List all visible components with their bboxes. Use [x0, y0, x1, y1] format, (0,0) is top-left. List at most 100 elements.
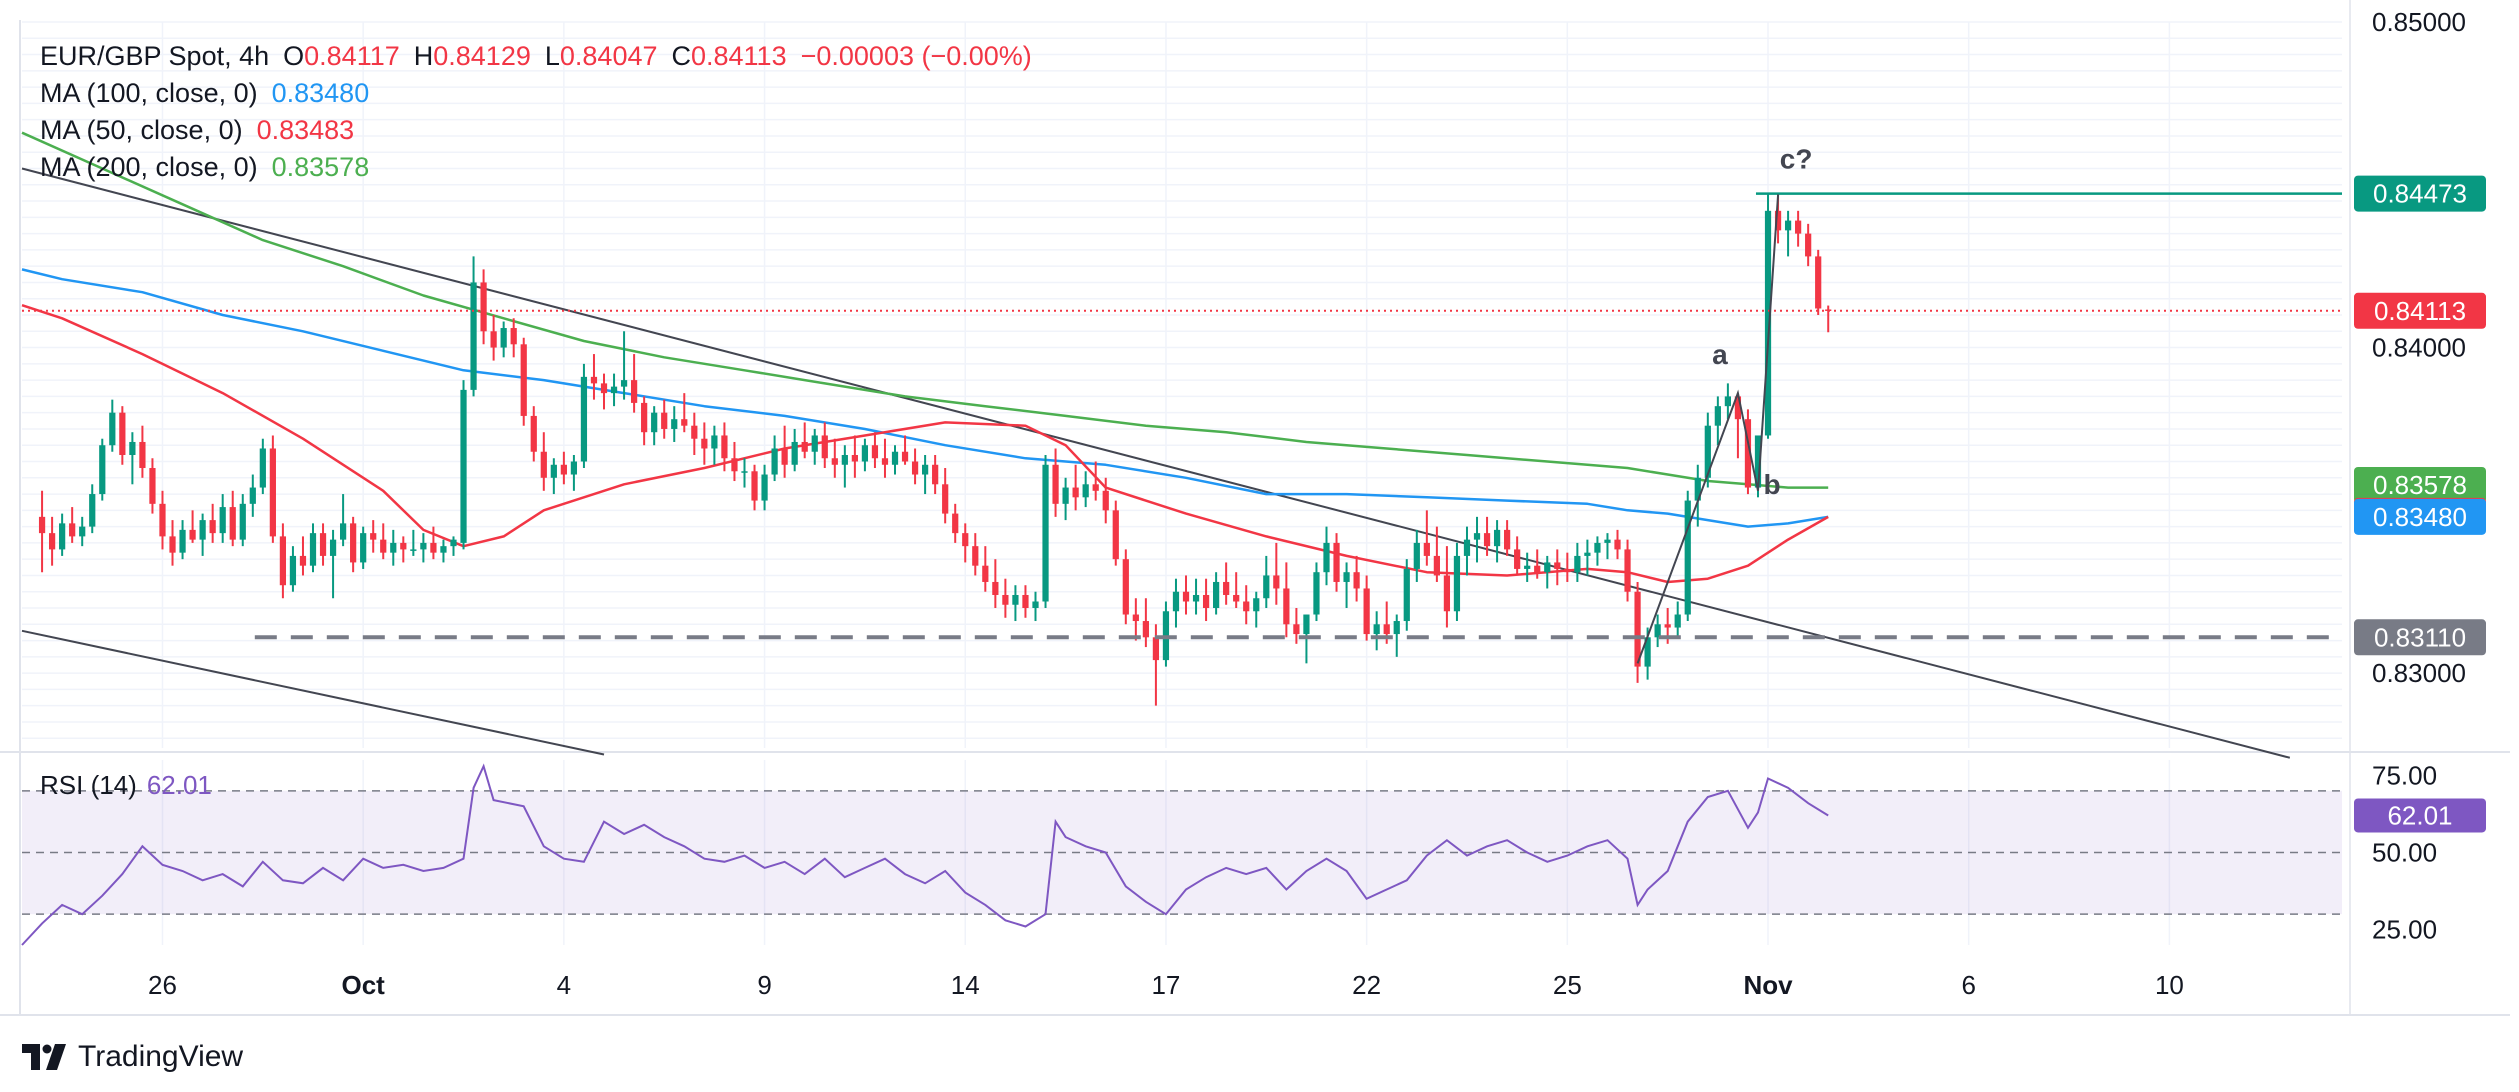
candle-body — [691, 425, 698, 439]
candle-body — [801, 441, 808, 452]
high-value: 0.84129 — [433, 41, 531, 71]
candle — [1453, 542, 1461, 622]
candle-body — [1182, 591, 1190, 602]
candle — [861, 438, 869, 472]
candle-body — [450, 539, 457, 547]
rsi-tick-label: 25.00 — [2372, 915, 2437, 945]
candle — [480, 269, 487, 345]
candle-body — [209, 520, 216, 534]
candle-body — [751, 471, 758, 501]
candle-body — [1102, 490, 1109, 511]
candle — [1805, 223, 1812, 267]
candle-body — [771, 448, 778, 475]
candle-body — [1303, 614, 1310, 635]
candle-body — [1172, 591, 1180, 612]
candle-body — [711, 435, 718, 449]
price-badge — [2354, 175, 2486, 212]
candle-body — [1433, 555, 1440, 576]
candle-body — [129, 441, 136, 455]
candle-body — [781, 448, 788, 465]
ma100-label: MA (100, close, 0) — [40, 78, 258, 108]
candle — [1504, 520, 1511, 556]
candle-body — [620, 380, 628, 387]
candle-body — [329, 539, 337, 556]
candle-body — [1493, 529, 1501, 547]
candle-body — [1714, 406, 1721, 426]
symbol-title[interactable]: EUR/GBP Spot, 4h — [40, 41, 270, 71]
x-tick-label: 17 — [1151, 970, 1180, 1000]
candle — [1192, 578, 1200, 615]
candle — [1032, 591, 1039, 622]
rsi-current-badge — [2354, 798, 2486, 833]
grid-layer — [0, 0, 2510, 1016]
ma50-row[interactable]: MA (50, close, 0) 0.83483 — [40, 112, 1046, 149]
candle-body — [1634, 591, 1641, 667]
candle — [942, 468, 949, 524]
candle — [1082, 471, 1089, 508]
candle — [1132, 598, 1139, 641]
candle-body — [1443, 575, 1451, 612]
low-label: L — [544, 41, 560, 71]
candle — [1243, 585, 1250, 625]
candle-body — [530, 415, 537, 452]
candle-body — [1584, 552, 1591, 556]
candle — [1574, 542, 1581, 582]
candle — [1393, 614, 1400, 657]
candle-body — [1514, 549, 1521, 569]
candle — [1604, 533, 1611, 560]
candle-body — [761, 474, 768, 501]
change-value: −0.00003 (−0.00%) — [800, 41, 1032, 71]
candle — [1202, 578, 1210, 622]
ma100-row[interactable]: MA (100, close, 0) 0.83480 — [40, 75, 1046, 112]
candle — [932, 454, 939, 495]
candle — [440, 539, 447, 563]
candle-body — [1343, 572, 1350, 582]
candle — [1674, 601, 1681, 638]
candle-body — [99, 445, 106, 495]
x-tick-label: 4 — [557, 970, 571, 1000]
candle — [1554, 549, 1561, 586]
candle-body — [48, 533, 56, 550]
candle — [179, 520, 186, 560]
candle — [681, 393, 688, 433]
candle — [922, 454, 929, 495]
candle — [1012, 585, 1019, 622]
candle-body — [1373, 624, 1380, 635]
candle-body — [159, 503, 166, 537]
candle-body — [440, 546, 447, 553]
wave-label: b — [1763, 469, 1780, 500]
ma200-row[interactable]: MA (200, close, 0) 0.83578 — [40, 149, 1046, 186]
candle — [761, 464, 768, 511]
candle-body — [1293, 624, 1300, 635]
candle-body — [1764, 210, 1772, 436]
candle-body — [470, 282, 477, 390]
candle — [159, 490, 166, 550]
candle — [1363, 575, 1370, 641]
candle — [1263, 555, 1270, 609]
candle-body — [360, 533, 367, 563]
close-label: C — [671, 41, 692, 71]
candle-body — [1002, 594, 1009, 605]
candle — [701, 422, 708, 465]
candle — [891, 445, 899, 475]
candle — [1564, 552, 1571, 582]
price-tick-label: 0.84000 — [2372, 333, 2466, 363]
candle-body — [1383, 624, 1390, 635]
candle — [259, 438, 266, 495]
close-value: 0.84113 — [691, 41, 787, 71]
candle — [1172, 578, 1180, 628]
candle — [1213, 572, 1220, 615]
rsi-legend[interactable]: RSI (14) 62.01 — [40, 770, 212, 801]
low-value: 0.84047 — [559, 41, 658, 71]
candle — [460, 380, 467, 550]
candle-body — [339, 523, 347, 540]
price-badge-text: 0.84113 — [2374, 296, 2466, 326]
candle-body — [1052, 464, 1059, 504]
tradingview-logo[interactable]: TradingView — [22, 1040, 243, 1074]
open-value: 0.84117 — [304, 41, 400, 71]
candle — [69, 507, 76, 543]
candle — [671, 406, 678, 442]
candle — [309, 523, 317, 573]
candle — [1473, 516, 1481, 563]
